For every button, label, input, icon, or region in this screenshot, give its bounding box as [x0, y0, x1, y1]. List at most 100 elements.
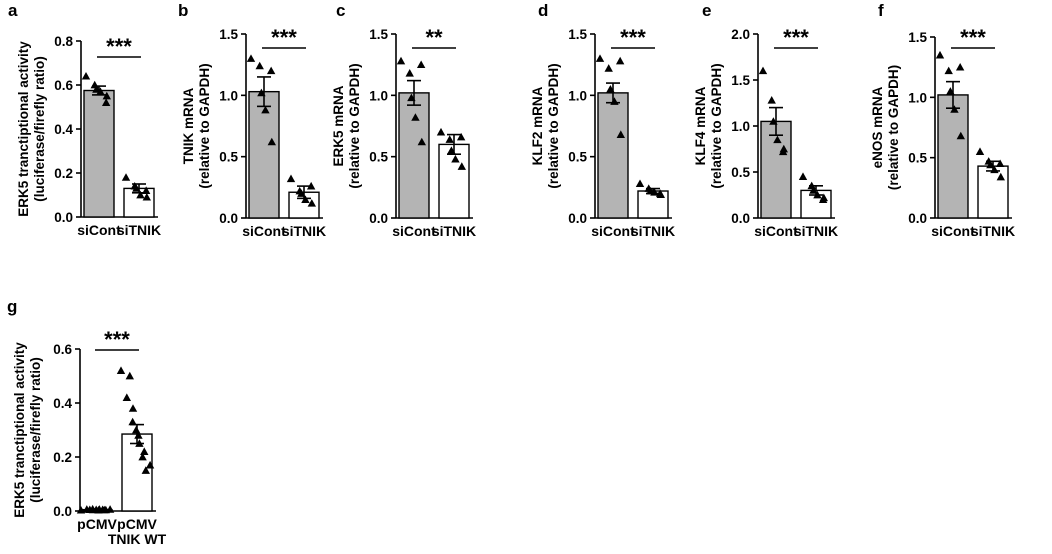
y-tick-label: 0.0 — [219, 211, 238, 226]
panel-f: f eNOS mRNA(relative to GAPDH) 0.0 0.5 1.0 1.… — [870, 1, 1015, 239]
y-axis-label-line: ERK5 mRNA — [331, 85, 346, 166]
y-axis-label-line: (relative to GAPDH) — [546, 63, 561, 188]
significance-label: *** — [271, 25, 297, 50]
data-point — [451, 154, 460, 163]
category-label: TNIK WT — [108, 531, 167, 547]
data-point — [141, 186, 151, 194]
data-point — [809, 186, 818, 194]
data-point — [818, 195, 828, 203]
panel-e: e KLF4 mRNA(relative to GAPDH) 0.0 0.5 1.0 1.… — [693, 1, 838, 239]
y-axis-label: ERK5 mRNA(relative to GAPDH) — [331, 63, 362, 188]
category-label: siTNIK — [282, 223, 326, 239]
y-tick-label: 1.0 — [369, 88, 388, 103]
data-point — [604, 64, 613, 72]
y-tick-label: 0.6 — [53, 342, 72, 357]
data-point — [122, 393, 132, 401]
data-point — [297, 189, 306, 197]
bar-1 — [398, 92, 430, 219]
significance-label: *** — [620, 25, 646, 50]
category-label: siCont — [242, 223, 286, 239]
data-point — [142, 193, 151, 201]
significance-label: ** — [425, 25, 443, 50]
data-point — [96, 87, 105, 95]
category-label: siCont — [931, 223, 975, 239]
data-point — [307, 199, 316, 207]
y-tick-label: 0.4 — [53, 396, 72, 411]
y-tick-label: 0.4 — [54, 122, 73, 137]
y-axis-label: TNIK mRNA(relative to GAPDH) — [181, 63, 212, 188]
data-point — [301, 195, 310, 203]
data-point — [102, 91, 111, 100]
y-tick-label: 0.5 — [219, 150, 238, 165]
significance-label: *** — [783, 25, 809, 50]
data-point — [306, 181, 316, 190]
data-point — [944, 66, 953, 75]
data-point — [257, 88, 266, 97]
y-tick-label: 0.2 — [53, 450, 72, 465]
data-point — [996, 172, 1005, 181]
data-point — [456, 132, 466, 141]
data-point — [995, 159, 1005, 168]
category-label: siCont — [591, 223, 635, 239]
data-point — [136, 190, 145, 199]
y-tick-label: 0.6 — [54, 78, 73, 93]
category-label: siTNIK — [432, 223, 476, 239]
data-point — [447, 146, 456, 154]
y-axis-label: ERK5 tranctiptional activity(luciferase/… — [16, 41, 47, 217]
panel-letter: c — [336, 1, 345, 20]
data-point — [411, 113, 420, 121]
panel-letter: e — [702, 1, 711, 20]
data-point — [767, 96, 776, 104]
data-point — [610, 97, 619, 105]
panel-letter: a — [8, 1, 18, 20]
data-point — [135, 439, 144, 447]
data-point — [125, 371, 134, 380]
y-tick-label: 0.2 — [54, 166, 73, 181]
panel-d: d KLF2 mRNA(relative to GAPDH) 0.0 0.5 1.0 1.… — [530, 1, 675, 239]
data-point — [140, 447, 149, 455]
data-point — [606, 85, 615, 93]
data-point — [935, 50, 945, 59]
y-tick-label: 0.0 — [369, 211, 388, 226]
data-point — [798, 172, 808, 180]
significance-label: *** — [106, 34, 132, 59]
data-point — [101, 98, 111, 106]
data-point — [132, 184, 141, 192]
panel-b: b TNIK mRNA(relative to GAPDH) 0.0 0.5 1.0 1.… — [178, 1, 326, 239]
data-point — [407, 93, 416, 102]
y-axis-label: KLF4 mRNA(relative to GAPDH) — [693, 63, 724, 188]
y-axis-label-line: eNOS mRNA — [870, 86, 885, 168]
y-axis-label-line: KLF2 mRNA — [530, 86, 545, 165]
data-point — [121, 173, 131, 181]
y-axis-label-line: (relative to GAPDH) — [197, 63, 212, 188]
data-point — [773, 135, 782, 144]
bar-2 — [438, 143, 470, 219]
data-point — [650, 188, 659, 196]
data-point — [595, 54, 605, 62]
data-point — [956, 131, 965, 140]
y-tick-label: 0.5 — [731, 165, 750, 180]
y-tick-label: 1.0 — [731, 119, 750, 134]
bar-1 — [760, 120, 792, 219]
y-tick-label: 1.5 — [219, 27, 238, 42]
significance-label: *** — [960, 25, 986, 50]
bar-1 — [83, 89, 115, 218]
y-tick-label: 0.5 — [908, 151, 927, 166]
category-label: pCMV — [117, 516, 157, 532]
y-axis-label: eNOS mRNA(relative to GAPDH) — [870, 65, 901, 190]
y-tick-label: 0.0 — [568, 211, 587, 226]
bar-1 — [597, 92, 629, 219]
data-point — [255, 61, 264, 70]
data-point — [145, 460, 155, 469]
y-axis-label: KLF2 mRNA(relative to GAPDH) — [530, 63, 561, 188]
data-point — [975, 147, 985, 155]
data-point — [76, 505, 86, 514]
y-tick-label: 0.0 — [908, 211, 927, 226]
y-axis-label-line: (relative to GAPDH) — [347, 63, 362, 188]
data-point — [138, 452, 147, 461]
category-label: siCont — [77, 222, 121, 238]
data-point — [436, 127, 446, 136]
data-point — [101, 505, 110, 514]
category-label: siTNIK — [971, 223, 1015, 239]
